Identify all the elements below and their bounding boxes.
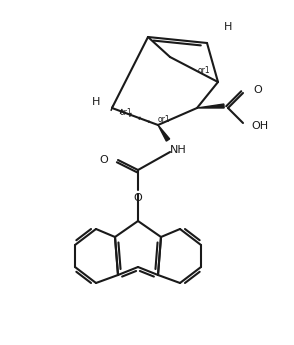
Text: O: O (100, 155, 108, 165)
Text: O: O (253, 85, 262, 95)
Text: or1: or1 (198, 66, 211, 75)
Polygon shape (158, 125, 170, 141)
Text: H: H (92, 97, 100, 107)
Text: O: O (134, 193, 142, 203)
Text: NH: NH (170, 145, 187, 155)
Text: or1: or1 (158, 115, 171, 124)
Text: OH: OH (251, 121, 268, 131)
Text: or1: or1 (120, 108, 133, 117)
Polygon shape (197, 104, 224, 108)
Text: H: H (224, 22, 232, 32)
